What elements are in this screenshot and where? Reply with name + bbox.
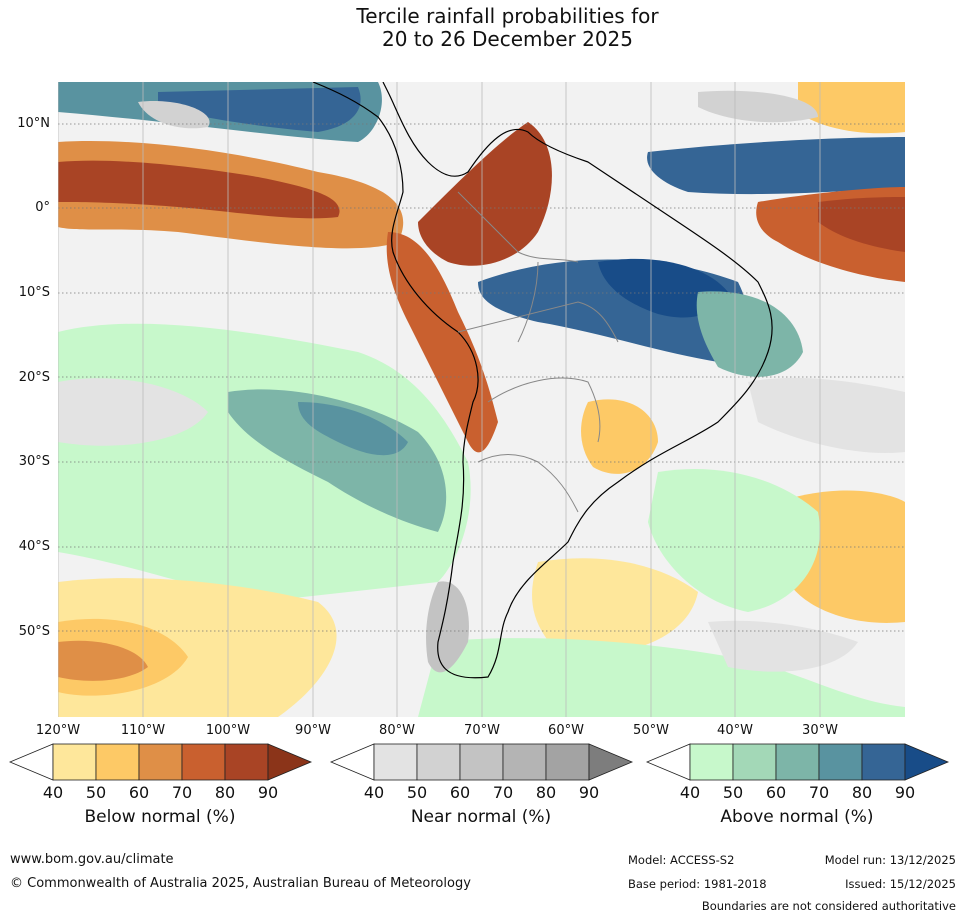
- lon-label-90w: 90°W: [295, 723, 331, 738]
- region-below-normal-south-atlantic: [532, 558, 698, 655]
- colorbar-near-normal-segment: [373, 743, 418, 781]
- colorbar-below-normal-tick: 40: [42, 783, 64, 802]
- colorbar-near-normal-segment: [502, 743, 547, 781]
- footer-issued: Issued: 15/12/2025: [845, 877, 956, 891]
- lon-label-40w: 40°W: [717, 723, 753, 738]
- colorbar-above-normal-tick: 60: [765, 783, 787, 802]
- region-above-normal-eq-atlantic: [647, 137, 905, 195]
- colorbar-below-normal-segment: [52, 743, 97, 781]
- colorbar-above-normal-max-triangle: [904, 743, 950, 781]
- colorbar-above-normal-segment: [689, 743, 734, 781]
- region-near-normal-southeast-pacific: [58, 378, 208, 446]
- colorbar-above-normal-segment: [818, 743, 863, 781]
- region-above-normal-southwest-atlantic: [648, 468, 820, 612]
- colorbar-above-normal-tick: 90: [894, 783, 916, 802]
- colorbar-below-normal-min-triangle: [8, 743, 54, 781]
- colorbar-below-normal-segment: [138, 743, 183, 781]
- colorbar-above-normal-tick: 80: [851, 783, 873, 802]
- colorbar-above-normal-tick: 70: [808, 783, 830, 802]
- lon-label-100w: 100°W: [205, 723, 251, 738]
- region-above-normal-amazon-core: [598, 258, 728, 318]
- lon-label-30w: 30°W: [802, 723, 838, 738]
- map-title-line-2: 20 to 26 December 2025: [381, 27, 633, 51]
- colorbar-below-normal-segment: [95, 743, 140, 781]
- region-above-normal-pacific-core: [228, 389, 447, 532]
- lon-label-110w: 110°W: [120, 723, 166, 738]
- region-below-normal-eq-atlantic-strong: [818, 197, 905, 252]
- lon-label-80w: 80°W: [379, 723, 415, 738]
- lat-label-10n: 10°N: [17, 116, 50, 131]
- graticule: [58, 123, 905, 632]
- colorbar-above-normal-tick: 40: [679, 783, 701, 802]
- colorbar-label-above-normal: Above normal (%): [720, 807, 874, 827]
- colorbar-label-below-normal: Below normal (%): [84, 807, 236, 827]
- colorbar-below-normal: [8, 743, 313, 781]
- south-america-coastline: [312, 82, 773, 679]
- colorbar-above-normal-segment: [775, 743, 820, 781]
- region-near-normal-patch-3: [748, 377, 905, 453]
- region-below-normal-andes: [386, 232, 498, 453]
- colorbar-near-normal-segment: [459, 743, 504, 781]
- region-below-normal-north-atlantic: [798, 82, 905, 134]
- colorbar-above-normal-segment: [732, 743, 777, 781]
- colorbar-near-normal-tick: 40: [363, 783, 385, 802]
- colorbar-below-normal-segment: [224, 743, 269, 781]
- map-title-line-1: Tercile rainfall probabilities for: [356, 4, 659, 28]
- region-near-normal-south-atlantic: [708, 620, 858, 672]
- lon-label-50w: 50°W: [633, 723, 669, 738]
- lon-label-60w: 60°W: [548, 723, 584, 738]
- colorbar-below-normal-tick: 80: [214, 783, 236, 802]
- colorbar-below-normal-segment: [181, 743, 226, 781]
- region-above-normal-east-brazil: [696, 291, 803, 377]
- region-below-normal-north-sa: [418, 122, 552, 266]
- colorbars: [8, 743, 950, 781]
- colorbar-near-normal: [329, 743, 634, 781]
- colorbar-near-normal-min-triangle: [329, 743, 375, 781]
- colorbar-above-normal: [645, 743, 950, 781]
- colorbar-near-normal-segment: [416, 743, 461, 781]
- colorbar-above-normal-tick: 50: [722, 783, 744, 802]
- colorbar-label-near-normal: Near normal (%): [410, 807, 552, 827]
- footer-copyright: © Commonwealth of Australia 2025, Austra…: [10, 876, 471, 891]
- country-borders: [457, 191, 619, 513]
- colorbar-near-normal-max-triangle: [588, 743, 634, 781]
- colorbar-below-normal-max-triangle: [267, 743, 313, 781]
- colorbar-near-normal-tick: 90: [578, 783, 600, 802]
- colorbar-above-normal-min-triangle: [645, 743, 691, 781]
- lat-label-20s: 20°S: [18, 370, 50, 385]
- lat-label-50s: 50°S: [18, 624, 50, 639]
- meridians: [58, 82, 821, 717]
- footer-base-period: Base period: 1981-2018: [628, 877, 767, 891]
- colorbar-near-normal-tick: 70: [492, 783, 514, 802]
- region-below-normal-southeast-brazil: [581, 399, 658, 474]
- footer-model-run: Model run: 13/12/2025: [824, 853, 956, 867]
- colorbar-below-normal-tick: 70: [171, 783, 193, 802]
- colorbar-near-normal-tick: 80: [535, 783, 557, 802]
- colorbar-near-normal-tick: 60: [449, 783, 471, 802]
- lon-label-120w: 120°W: [35, 723, 81, 738]
- colorbar-below-normal-tick: 90: [257, 783, 279, 802]
- lat-label-10s: 10°S: [18, 285, 50, 300]
- colorbar-below-normal-tick: 60: [128, 783, 150, 802]
- footer-url[interactable]: www.bom.gov.au/climate: [10, 852, 174, 867]
- colorbar-below-normal-tick: 50: [85, 783, 107, 802]
- colorbar-near-normal-tick: 50: [406, 783, 428, 802]
- region-near-normal-patch-4: [426, 581, 469, 673]
- footer-disclaimer: Boundaries are not considered authoritat…: [701, 899, 956, 913]
- region-above-normal-far-south: [418, 638, 905, 717]
- region-above-normal-pacific-strong: [298, 402, 408, 456]
- lon-label-70w: 70°W: [464, 723, 500, 738]
- region-below-normal-eq-pacific-strong: [58, 160, 340, 219]
- region-below-normal-south-pacific-strong: [58, 640, 148, 681]
- rainfall-probability-map: [58, 82, 905, 717]
- lat-label-40s: 40°S: [18, 539, 50, 554]
- lat-label-30s: 30°S: [18, 454, 50, 469]
- region-above-normal-north-pacific-strong: [158, 87, 361, 132]
- lat-label-0: 0°: [35, 200, 50, 215]
- colorbar-near-normal-segment: [545, 743, 590, 781]
- region-near-normal-patch-2: [698, 90, 818, 123]
- colorbar-above-normal-segment: [861, 743, 906, 781]
- region-near-normal-patch-1: [138, 101, 210, 129]
- footer-model: Model: ACCESS-S2: [628, 853, 735, 867]
